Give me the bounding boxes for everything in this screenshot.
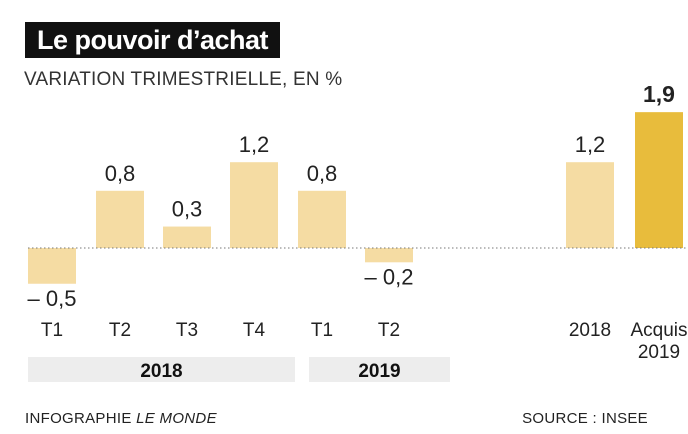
title-box: Le pouvoir d’achat xyxy=(25,22,281,58)
data-label: 0,3 xyxy=(172,197,203,222)
data-label: 0,8 xyxy=(105,161,136,186)
category-label: T1 xyxy=(41,320,63,341)
data-label: 1,2 xyxy=(575,132,606,157)
bar xyxy=(230,162,278,248)
bar xyxy=(96,190,144,248)
credit-prefix: INFOGRAPHIE xyxy=(25,410,137,427)
credit-name: LE MONDE xyxy=(136,410,217,427)
credit: INFOGRAPHIE LE MONDE xyxy=(25,410,217,427)
category-label: T2 xyxy=(109,320,131,341)
bar xyxy=(635,112,683,249)
data-label: 1,9 xyxy=(643,81,675,107)
category-label: 2018 xyxy=(569,320,611,341)
chart-subtitle: VARIATION TRIMESTRIELLE, EN % xyxy=(24,69,343,90)
category-label: T2 xyxy=(378,320,400,341)
bar xyxy=(298,190,346,248)
data-label: 0,8 xyxy=(307,161,338,186)
bar xyxy=(566,162,614,248)
data-label: 1,2 xyxy=(239,132,270,157)
group-band xyxy=(28,357,295,382)
bar xyxy=(28,248,76,284)
group-label: 2019 xyxy=(358,361,400,382)
bar xyxy=(163,226,211,248)
chart-title: Le pouvoir d’achat xyxy=(37,24,269,55)
bar xyxy=(365,248,413,263)
category-label: T3 xyxy=(176,320,198,341)
source-note: SOURCE : INSEE xyxy=(522,410,648,427)
category-label: 2019 xyxy=(638,342,680,363)
data-label: – 0,5 xyxy=(28,286,77,311)
group-label: 2018 xyxy=(140,361,182,382)
category-label: Acquis xyxy=(630,320,687,341)
category-label: T4 xyxy=(243,320,266,341)
group-band xyxy=(309,357,450,382)
category-label: T1 xyxy=(311,320,333,341)
data-label: – 0,2 xyxy=(365,264,414,289)
